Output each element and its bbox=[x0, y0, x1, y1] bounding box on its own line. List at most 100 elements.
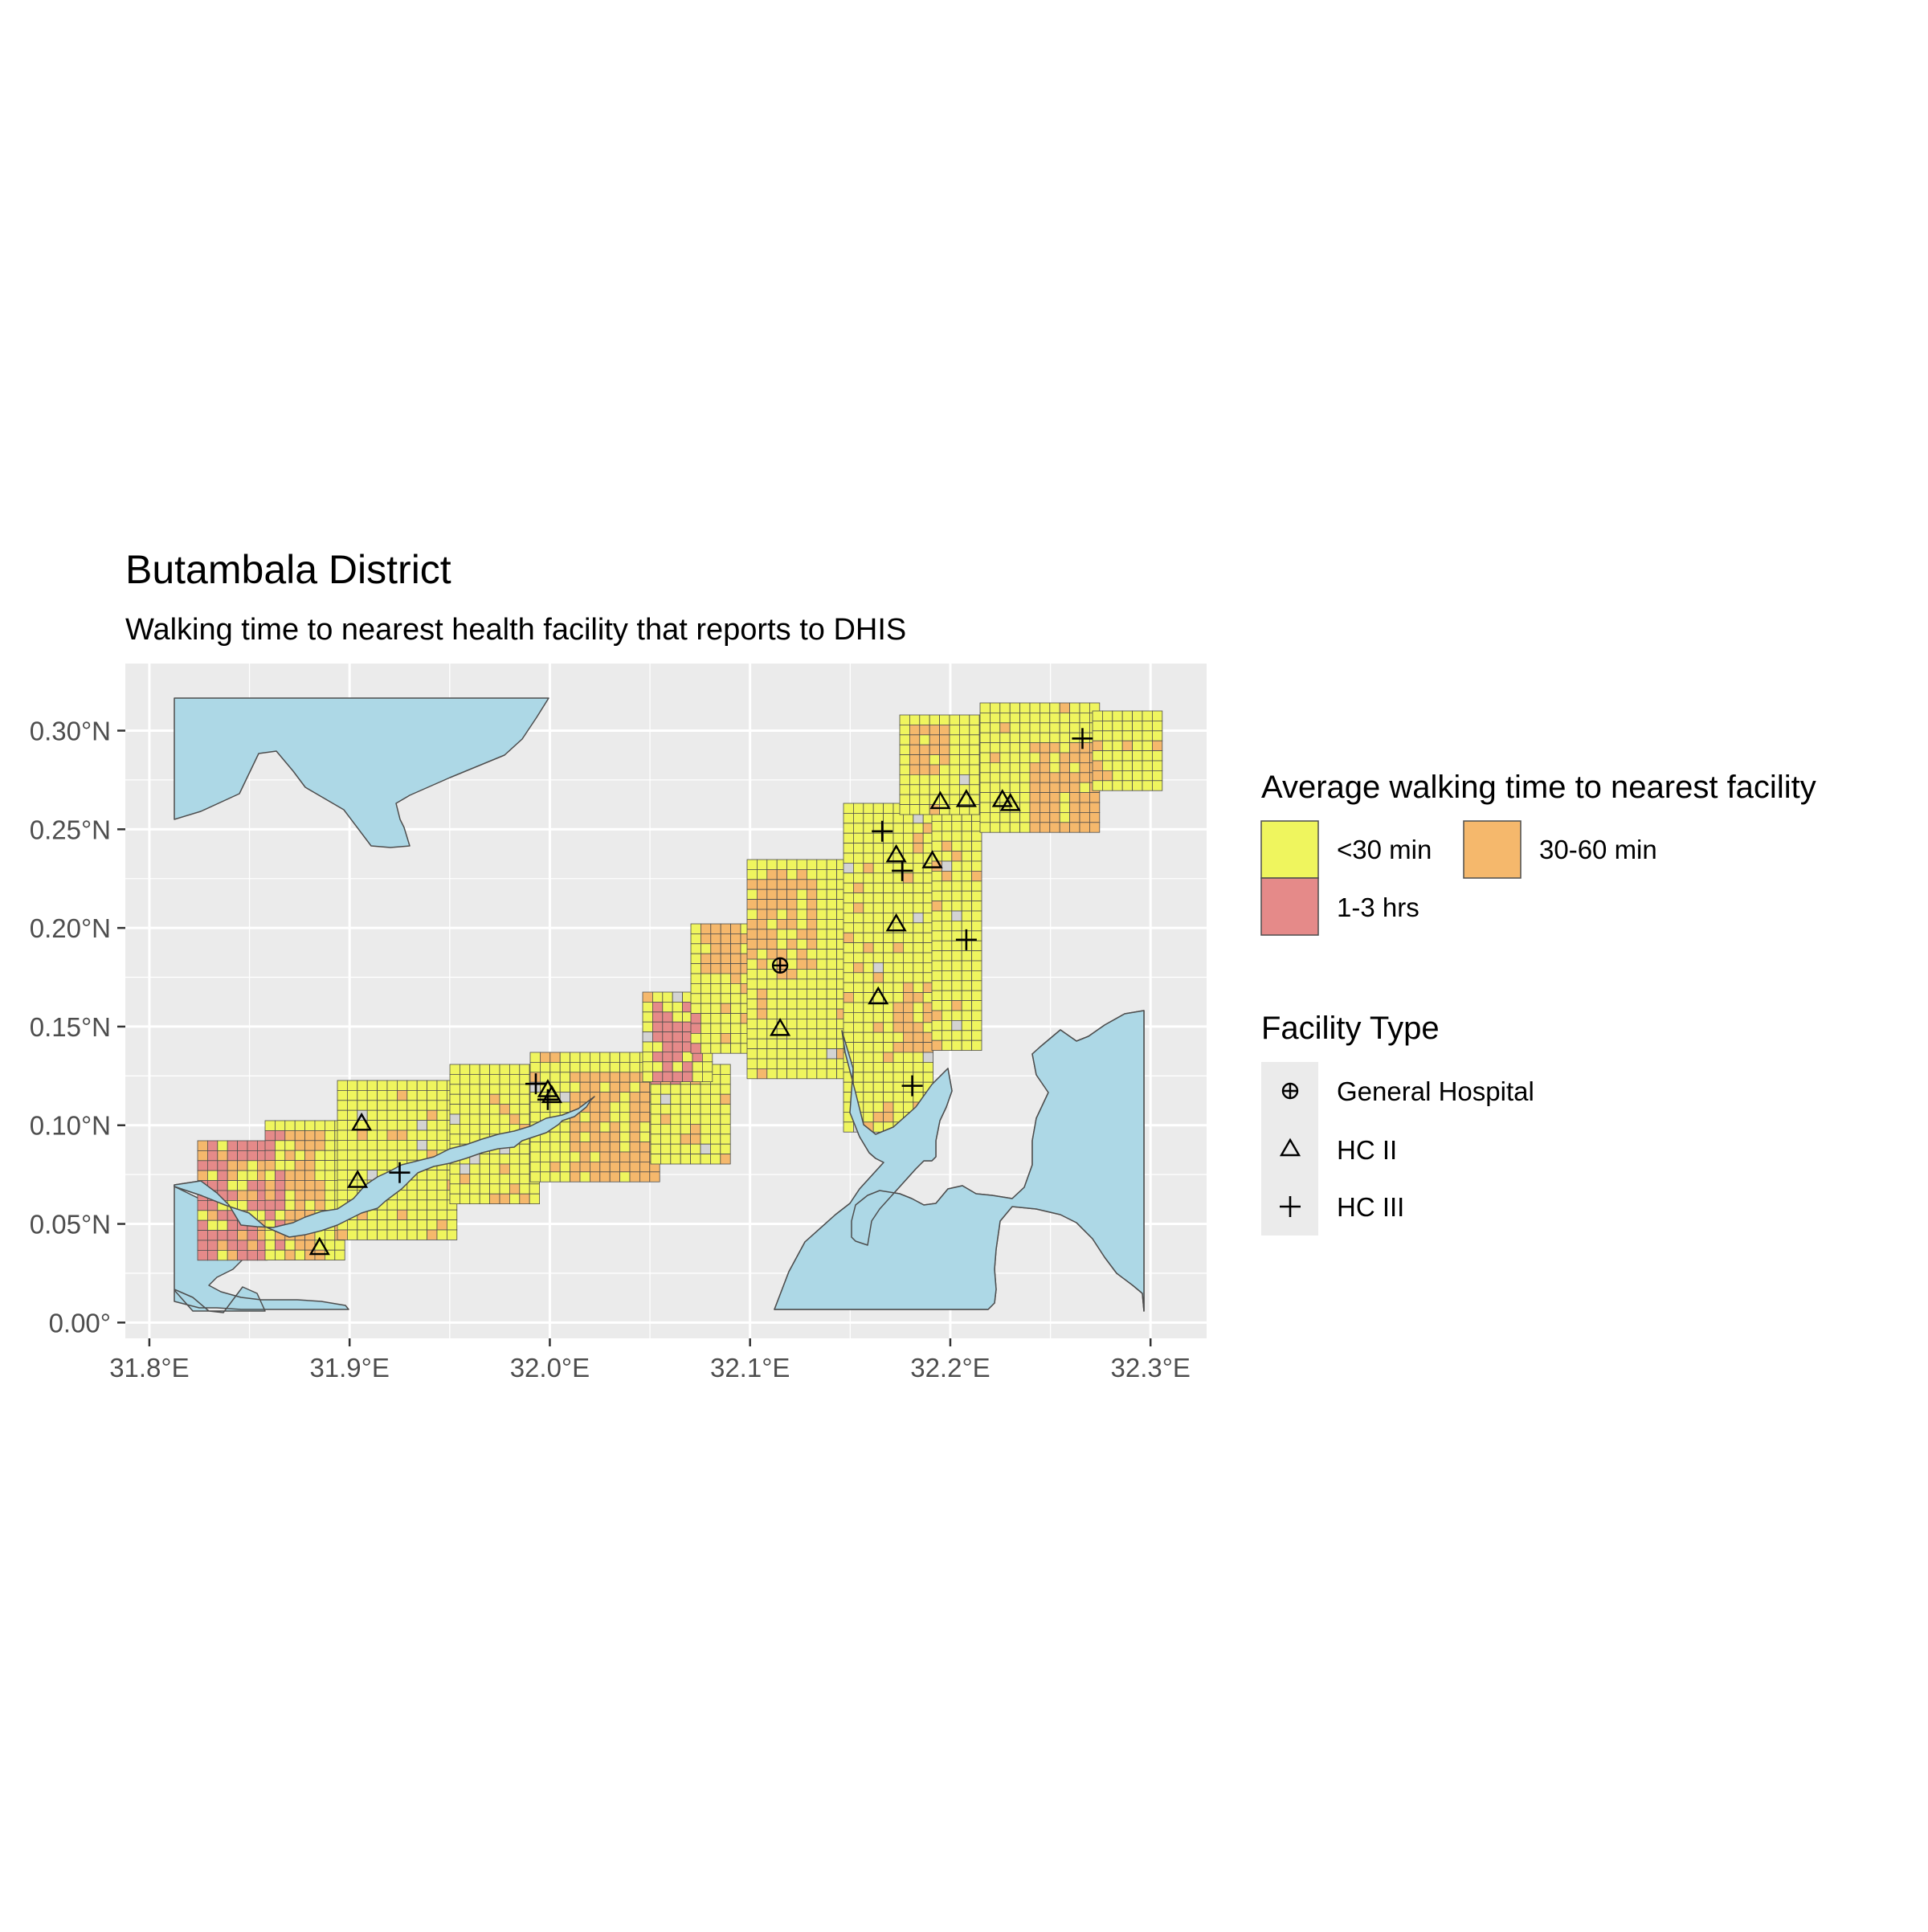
walking-time-cell bbox=[377, 1159, 388, 1170]
walking-time-cell bbox=[227, 1160, 239, 1171]
facility-hc-ii bbox=[347, 1170, 369, 1188]
walking-time-cell bbox=[227, 1250, 239, 1261]
walking-time-cell bbox=[961, 1020, 972, 1031]
walking-time-cell bbox=[730, 993, 741, 1004]
walking-time-cell bbox=[416, 1199, 428, 1211]
walking-time-cell bbox=[816, 1038, 827, 1049]
walking-time-cell bbox=[264, 1210, 276, 1221]
walking-time-cell bbox=[639, 1092, 651, 1103]
walking-time-cell bbox=[757, 869, 768, 880]
facility-markers bbox=[308, 728, 1093, 1256]
walking-time-cell bbox=[919, 794, 930, 806]
walking-time-cell bbox=[893, 1042, 904, 1053]
walking-time-cell bbox=[570, 1171, 581, 1182]
walking-time-cell bbox=[357, 1219, 368, 1231]
walking-time-cell bbox=[949, 725, 960, 736]
walking-time-cell bbox=[206, 1250, 219, 1261]
walking-time-cell bbox=[931, 960, 942, 971]
walking-time-cell bbox=[971, 921, 982, 932]
walking-time-cell bbox=[826, 958, 837, 970]
general-hospital-icon bbox=[1281, 1082, 1299, 1100]
walking-time-cell bbox=[776, 919, 788, 930]
walking-time-cell bbox=[1049, 822, 1060, 833]
walking-time-cell bbox=[227, 1180, 239, 1191]
walking-time-cell bbox=[979, 772, 991, 783]
walking-time-cell bbox=[971, 1000, 982, 1011]
walking-time-cell bbox=[883, 1062, 894, 1073]
walking-time-cell bbox=[1079, 702, 1090, 713]
walking-time-cell bbox=[660, 1154, 672, 1165]
walking-time-cell bbox=[670, 1084, 681, 1095]
walking-time-cell bbox=[337, 1170, 348, 1181]
walking-time-cell bbox=[909, 754, 921, 766]
walking-time-cell bbox=[479, 1183, 491, 1195]
walking-time-cell bbox=[639, 1151, 651, 1162]
walking-time-cell bbox=[386, 1199, 398, 1211]
walking-time-cell bbox=[396, 1129, 408, 1141]
walking-time-cell bbox=[227, 1190, 239, 1201]
walking-time-cell bbox=[247, 1160, 258, 1171]
walking-time-cell bbox=[529, 1183, 541, 1195]
walking-time-cell bbox=[670, 1113, 681, 1125]
walking-time-cell bbox=[416, 1229, 428, 1240]
walking-time-cell bbox=[757, 999, 768, 1010]
walking-time-cell bbox=[460, 1104, 471, 1115]
walking-time-cell bbox=[863, 982, 874, 993]
walking-time-cell bbox=[559, 1121, 571, 1133]
walking-time-cell bbox=[730, 943, 741, 954]
walking-time-cell bbox=[1069, 812, 1080, 823]
walking-time-cell bbox=[406, 1140, 418, 1151]
walking-time-cell bbox=[406, 1209, 418, 1220]
walking-time-cell bbox=[1059, 792, 1070, 803]
walking-time-cell bbox=[609, 1072, 621, 1083]
walking-time-cell bbox=[1069, 752, 1080, 763]
y-tick-label: 0.30°N bbox=[30, 717, 111, 746]
walking-time-cell bbox=[843, 1121, 854, 1133]
walking-time-cell bbox=[672, 1071, 684, 1082]
walking-time-cell bbox=[826, 999, 837, 1010]
walking-time-cell bbox=[436, 1090, 447, 1101]
walking-time-cell bbox=[406, 1190, 418, 1201]
walking-time-cell bbox=[720, 923, 732, 934]
walking-time-cell bbox=[969, 714, 980, 725]
walking-time-cell bbox=[899, 794, 910, 806]
walking-time-cell bbox=[337, 1229, 348, 1240]
walking-time-cell bbox=[903, 1012, 914, 1023]
walking-time-cell bbox=[931, 980, 942, 991]
walking-time-cell bbox=[529, 1052, 541, 1063]
walking-time-cell bbox=[863, 832, 874, 843]
walking-time-cell bbox=[1142, 780, 1153, 791]
walking-time-cell bbox=[863, 952, 874, 963]
walking-time-cell bbox=[396, 1219, 408, 1231]
walking-time-cell bbox=[366, 1109, 378, 1121]
walking-time-cell bbox=[1069, 742, 1080, 754]
walking-time-cell bbox=[386, 1229, 398, 1240]
walking-time-cell bbox=[1079, 812, 1090, 823]
walking-time-cell bbox=[690, 1113, 701, 1125]
walking-time-cell bbox=[853, 992, 864, 1003]
walking-time-cell bbox=[903, 913, 914, 924]
walking-time-cell bbox=[436, 1209, 447, 1220]
walking-time-cell bbox=[942, 890, 953, 901]
walking-time-cell bbox=[766, 1068, 778, 1080]
walking-time-cell bbox=[951, 950, 962, 962]
walking-time-cell bbox=[274, 1180, 286, 1191]
walking-time-cell bbox=[766, 869, 778, 880]
walking-time-cell bbox=[843, 942, 854, 954]
walking-time-cell bbox=[979, 722, 991, 733]
walking-time-cell bbox=[720, 943, 732, 954]
walking-time-cell bbox=[990, 812, 1001, 823]
walking-time-cell bbox=[909, 725, 921, 736]
walking-time-cell bbox=[796, 1028, 807, 1040]
walking-time-cell bbox=[396, 1100, 408, 1111]
walking-time-cell bbox=[971, 890, 982, 901]
walking-time-cell bbox=[872, 972, 884, 983]
walking-time-cell bbox=[662, 1021, 673, 1032]
walking-time-cell bbox=[899, 754, 910, 766]
walking-time-cell bbox=[786, 1068, 798, 1080]
walking-time-cell bbox=[670, 1104, 681, 1115]
walking-time-cell bbox=[247, 1190, 258, 1201]
walking-time-cell bbox=[893, 1002, 904, 1013]
walking-time-cell bbox=[690, 1133, 701, 1145]
